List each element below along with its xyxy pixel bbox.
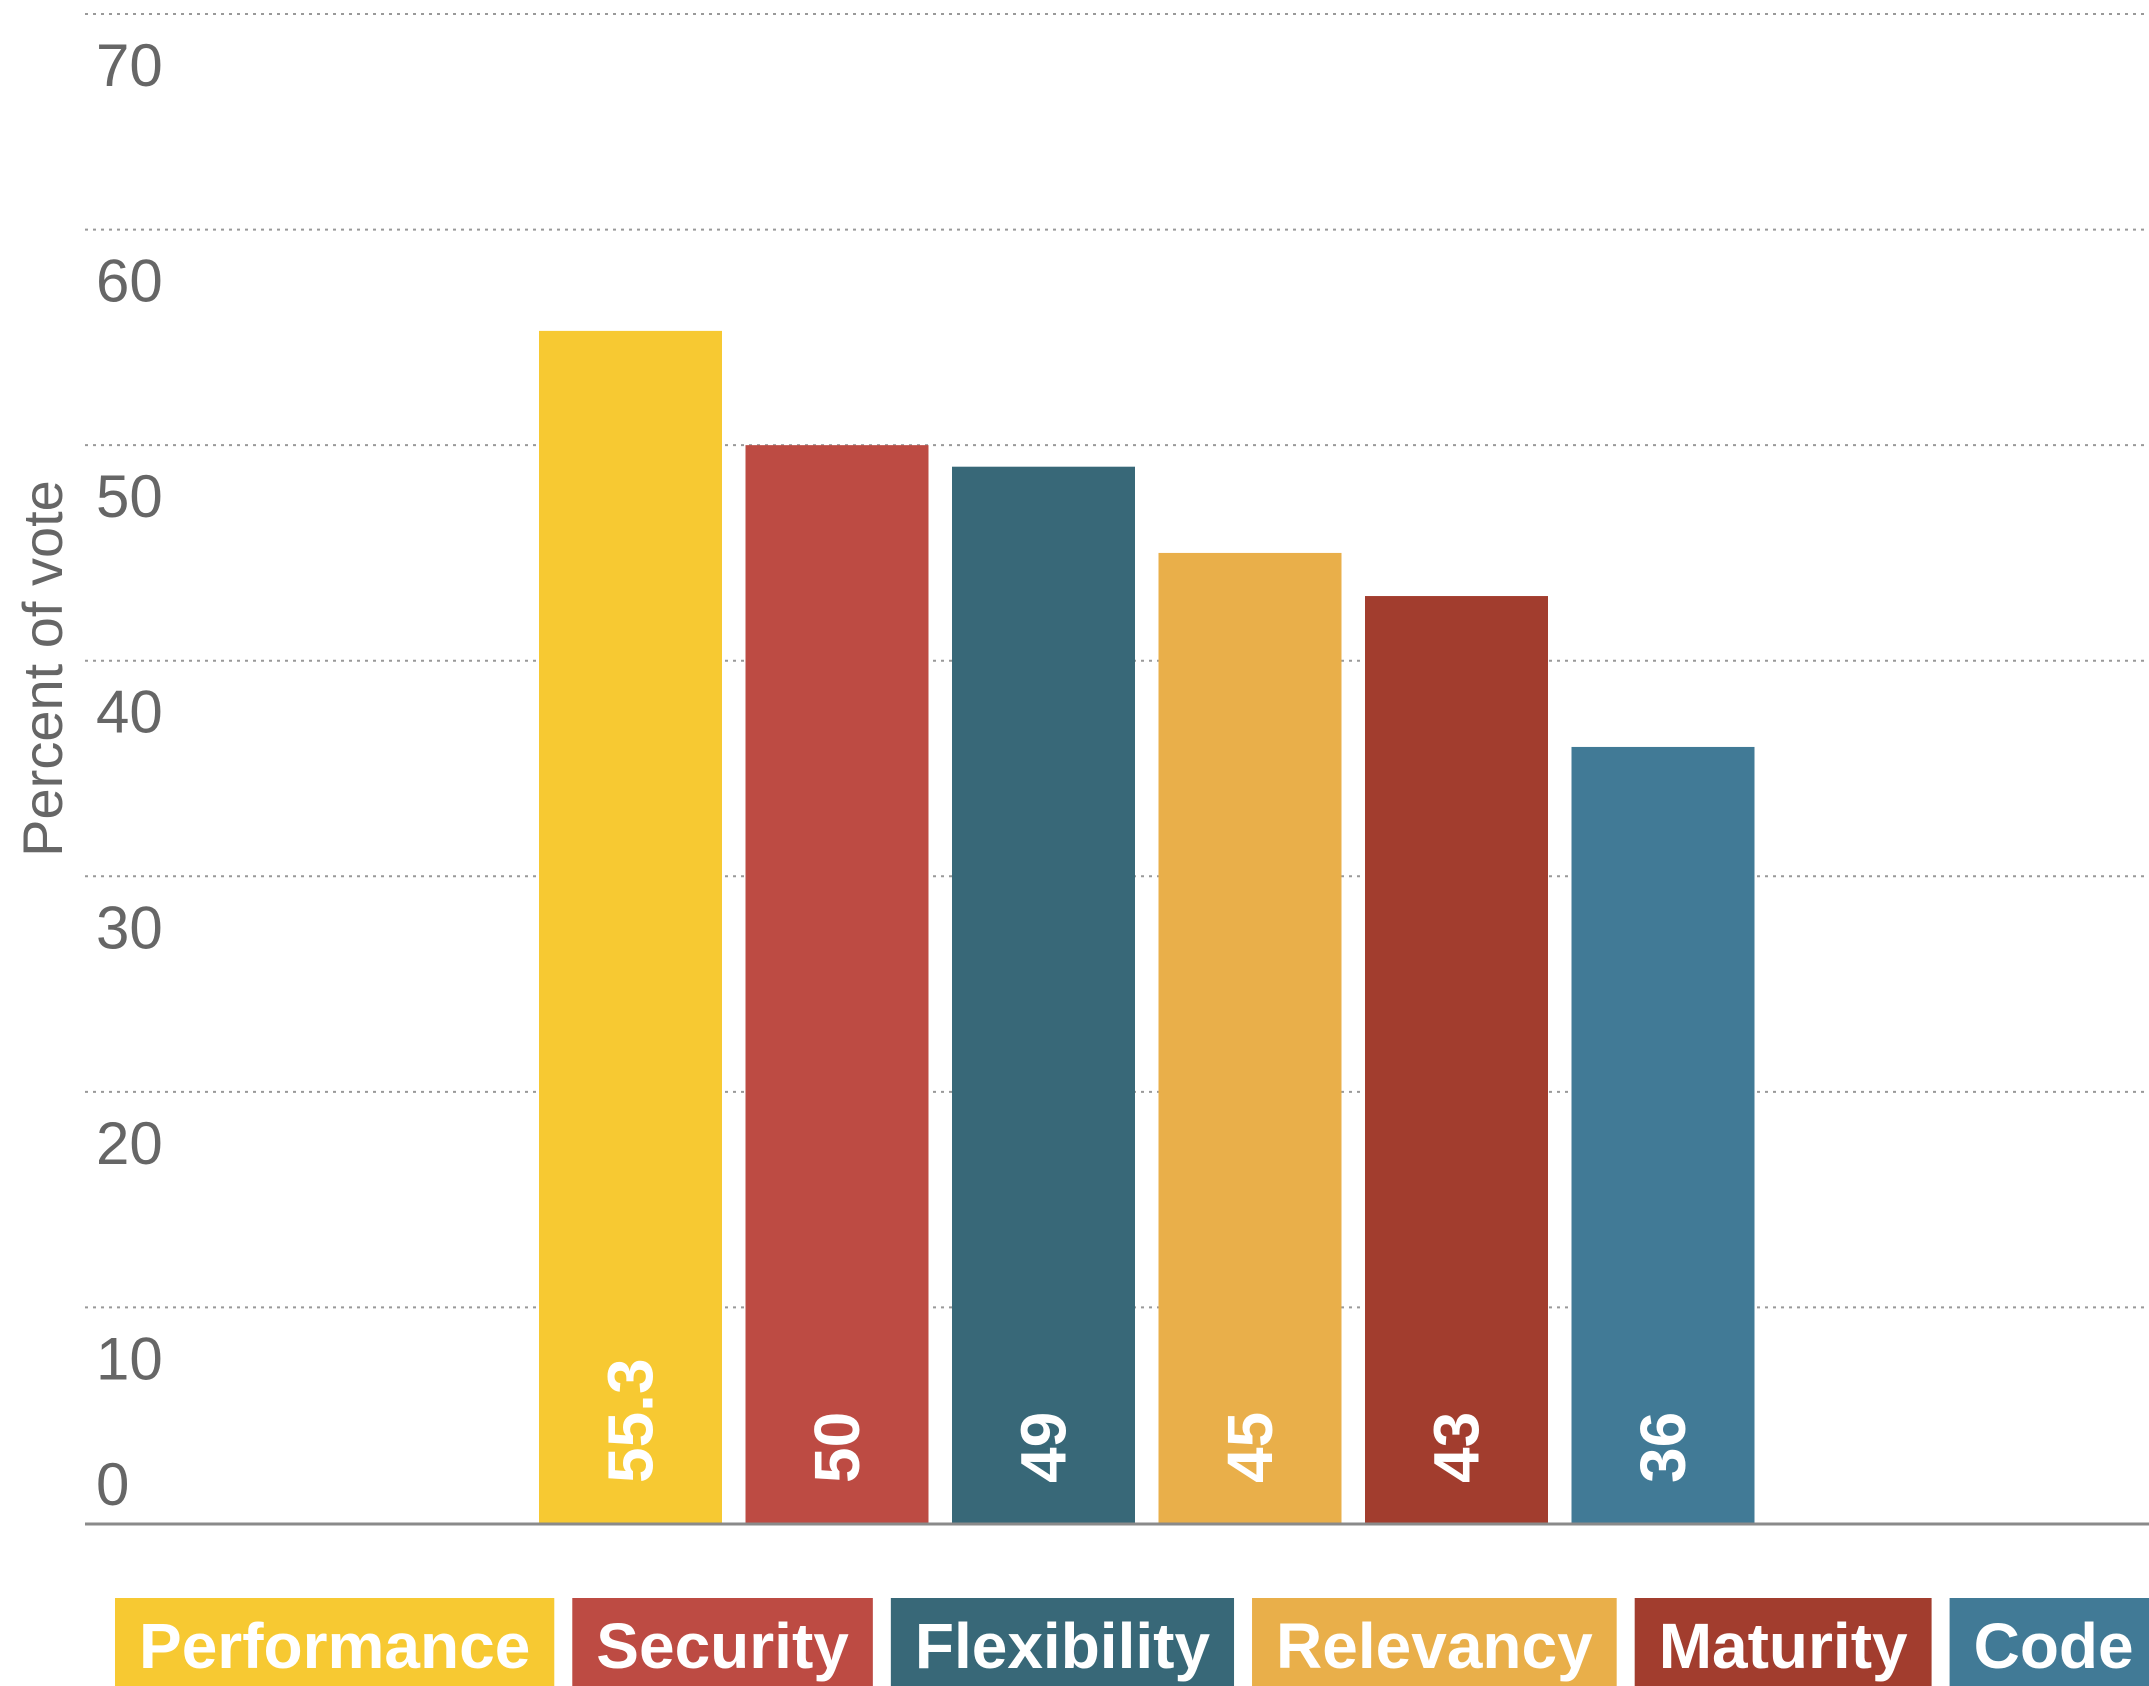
legend-swatch-maturity [1634,1598,1932,1686]
bar-value-label-relevancy: 45 [1214,1412,1286,1483]
bar-security [745,445,929,1524]
y-tick-label-60: 60 [96,248,163,315]
bar-value-label-performance: 55.3 [595,1358,667,1483]
bar-code-base [1571,746,1755,1523]
y-tick-label-30: 30 [96,894,163,961]
bar-value-label-security: 50 [801,1412,873,1483]
legend-swatch-performance [115,1598,555,1686]
legend-label-relevancy: Relevancy [1276,1610,1593,1682]
bar-relevancy [1158,552,1342,1523]
legend-label-maturity: Maturity [1659,1610,1908,1682]
legend-swatch-security [572,1598,873,1686]
bar-value-label-maturity: 43 [1421,1412,1493,1483]
bar-value-label-flexibility: 49 [1008,1412,1080,1483]
y-axis-title: Percent of vote [11,480,74,857]
bars: 55.3 50 49 45 43 36 [539,330,1755,1524]
bar-flexibility [952,466,1135,1524]
y-tick-label-40: 40 [96,679,163,746]
y-tick-label-20: 20 [96,1110,163,1177]
bar-performance [539,330,722,1523]
legend-label-code-base: Code base [1974,1610,2149,1682]
y-tick-label-10: 10 [96,1325,163,1392]
y-tick-label-0: 0 [96,1451,129,1518]
y-axis-ticks: 0 10 20 30 40 50 60 70 [96,32,163,1518]
legend-label-flexibility: Flexibility [915,1610,1211,1682]
bar-maturity [1365,596,1548,1523]
legend-label-performance: Performance [139,1610,530,1682]
bar-value-label-code-base: 36 [1627,1412,1699,1483]
y-tick-label-50: 50 [96,463,163,530]
legend: Performance Security Flexibility Relevancy M… [115,1598,2149,1686]
y-tick-label-70: 70 [96,32,163,99]
legend-swatch-flexibility [890,1598,1235,1686]
legend-swatch-code-base [1949,1598,2149,1686]
legend-swatch-relevancy [1252,1598,1617,1686]
legend-label-security: Security [596,1610,849,1682]
